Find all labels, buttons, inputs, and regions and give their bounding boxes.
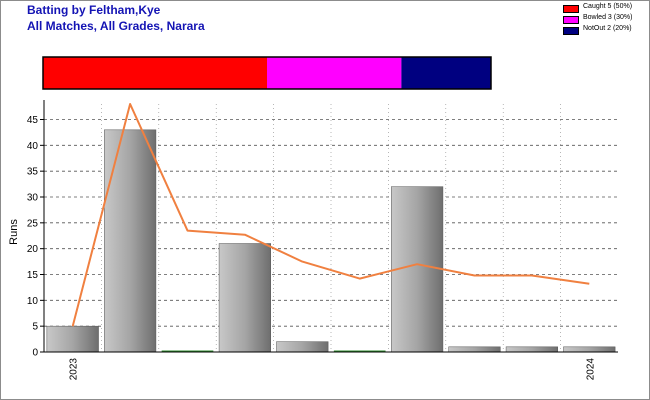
legend-label-bowled: Bowled 3 (30%): [583, 14, 633, 21]
legend-swatch-notout: [563, 27, 579, 35]
y-tick-label-30: 30: [27, 193, 39, 204]
bar-9: [563, 346, 616, 353]
legend-swatch-bowled: [563, 16, 579, 24]
axes: 0 5 10 15 20 25 30 35 40 45 2023 2024: [27, 100, 618, 380]
bar-3: [218, 243, 271, 353]
bar-4: [276, 341, 329, 353]
bar-5: [333, 350, 386, 352]
legend-label-notout: NotOut 2 (20%): [583, 25, 632, 32]
y-tick-label-5: 5: [32, 322, 38, 333]
strip-border: [42, 56, 492, 90]
strip-segment-bowled: [267, 57, 402, 89]
y-tick-label-0: 0: [32, 348, 38, 359]
y-tick-label-40: 40: [27, 141, 39, 152]
x-tick-label-2024: 2024: [585, 358, 596, 381]
bar-8: [505, 346, 558, 353]
gridlines: [44, 104, 618, 352]
bar-7: [448, 346, 501, 353]
y-tick-label-10: 10: [27, 296, 39, 307]
legend-label-caught: Caught 5 (50%): [583, 3, 633, 10]
runs-bars: [46, 129, 616, 353]
bar-1: [104, 129, 157, 353]
chart-title: Batting by Feltham,Kye: [27, 3, 161, 17]
y-tick-label-20: 20: [27, 244, 39, 255]
legend-swatch-caught: [563, 5, 579, 13]
y-axis-label: Runs: [8, 219, 20, 245]
strip-segment-notout: [401, 57, 491, 89]
y-tick-label-15: 15: [27, 270, 39, 281]
outcome-strip: [42, 56, 492, 90]
x-tick-label-2023: 2023: [69, 358, 80, 381]
bar-2: [161, 350, 214, 352]
y-tick-label-25: 25: [27, 218, 39, 229]
trend-line: [71, 103, 590, 327]
trend-line-path: [71, 103, 590, 327]
bar-0: [46, 325, 99, 353]
y-tick-label-45: 45: [27, 115, 39, 126]
chart-subtitle: All Matches, All Grades, Narara: [27, 19, 205, 33]
y-tick-label-35: 35: [27, 167, 39, 178]
strip-segment-caught: [43, 57, 267, 89]
